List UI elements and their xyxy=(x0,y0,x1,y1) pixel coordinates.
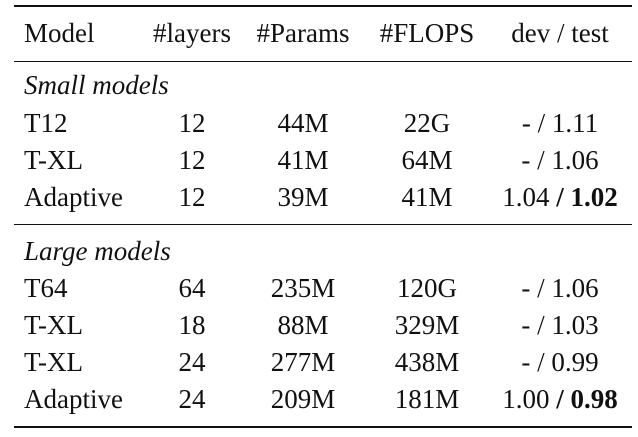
dev-value: - xyxy=(521,310,531,340)
cell-model: T-XL xyxy=(24,145,83,175)
test-value: 0.98 xyxy=(570,384,618,414)
dev-value: - xyxy=(521,145,531,175)
test-value: 1.06 xyxy=(551,273,599,303)
cell-model: Adaptive xyxy=(24,182,123,212)
cell-model: T64 xyxy=(24,273,68,303)
cell-params: 41M xyxy=(277,145,329,175)
dev-value: 1.00 xyxy=(502,384,550,414)
cell-flops: 64M xyxy=(401,145,453,175)
header-rule xyxy=(14,61,632,62)
section-title-large: Large models xyxy=(24,236,171,266)
cell-flops: 438M xyxy=(394,347,460,377)
cell-dev-test: - / 1.06 xyxy=(521,273,598,303)
cell-dev-test: - / 1.06 xyxy=(521,145,598,175)
dev-test-separator: / xyxy=(530,145,552,175)
dev-test-separator: / xyxy=(549,182,571,212)
header-flops: #FLOPS xyxy=(379,18,475,48)
section-rule xyxy=(14,224,632,225)
cell-model: T-XL xyxy=(24,310,83,340)
cell-dev-test: - / 1.11 xyxy=(522,108,598,138)
dev-test-separator: / xyxy=(530,347,552,377)
dev-test-separator: / xyxy=(530,310,552,340)
test-value: 0.99 xyxy=(551,347,599,377)
dev-value: 1.04 xyxy=(502,182,550,212)
cell-layers: 12 xyxy=(178,182,206,212)
header-layers: #layers xyxy=(153,18,231,48)
dev-value: - xyxy=(521,347,531,377)
header-params: #Params xyxy=(256,18,350,48)
bottom-rule xyxy=(14,426,632,428)
section-title-small: Small models xyxy=(24,70,169,100)
cell-dev-test: 1.04 / 1.02 xyxy=(502,182,618,212)
cell-layers: 12 xyxy=(178,108,206,138)
cell-params: 44M xyxy=(277,108,329,138)
test-value: 1.11 xyxy=(551,108,599,138)
cell-params: 209M xyxy=(270,384,336,414)
cell-layers: 12 xyxy=(178,145,206,175)
cell-layers: 18 xyxy=(178,310,206,340)
cell-params: 39M xyxy=(277,182,329,212)
cell-params: 277M xyxy=(270,347,336,377)
cell-params: 235M xyxy=(270,273,336,303)
cell-layers: 24 xyxy=(178,347,206,377)
cell-dev-test: 1.00 / 0.98 xyxy=(502,384,618,414)
header-dev-test: dev / test xyxy=(511,18,609,48)
cell-params: 88M xyxy=(277,310,329,340)
test-value: 1.02 xyxy=(570,182,618,212)
cell-model: Adaptive xyxy=(24,384,123,414)
dev-test-separator: / xyxy=(530,273,552,303)
cell-flops: 22G xyxy=(403,108,451,138)
cell-dev-test: - / 1.03 xyxy=(521,310,598,340)
cell-layers: 24 xyxy=(178,384,206,414)
cell-flops: 181M xyxy=(394,384,460,414)
dev-value: - xyxy=(521,108,531,138)
cell-flops: 120G xyxy=(397,273,457,303)
test-value: 1.06 xyxy=(551,145,599,175)
cell-flops: 41M xyxy=(401,182,453,212)
dev-test-separator: / xyxy=(530,108,552,138)
cell-model: T-XL xyxy=(24,347,83,377)
cell-model: T12 xyxy=(24,108,68,138)
cell-flops: 329M xyxy=(394,310,460,340)
dev-value: - xyxy=(521,273,531,303)
dev-test-separator: / xyxy=(549,384,571,414)
cell-dev-test: - / 0.99 xyxy=(521,347,598,377)
header-model: Model xyxy=(24,18,95,48)
cell-layers: 64 xyxy=(178,273,206,303)
test-value: 1.03 xyxy=(551,310,599,340)
top-rule xyxy=(14,5,632,7)
